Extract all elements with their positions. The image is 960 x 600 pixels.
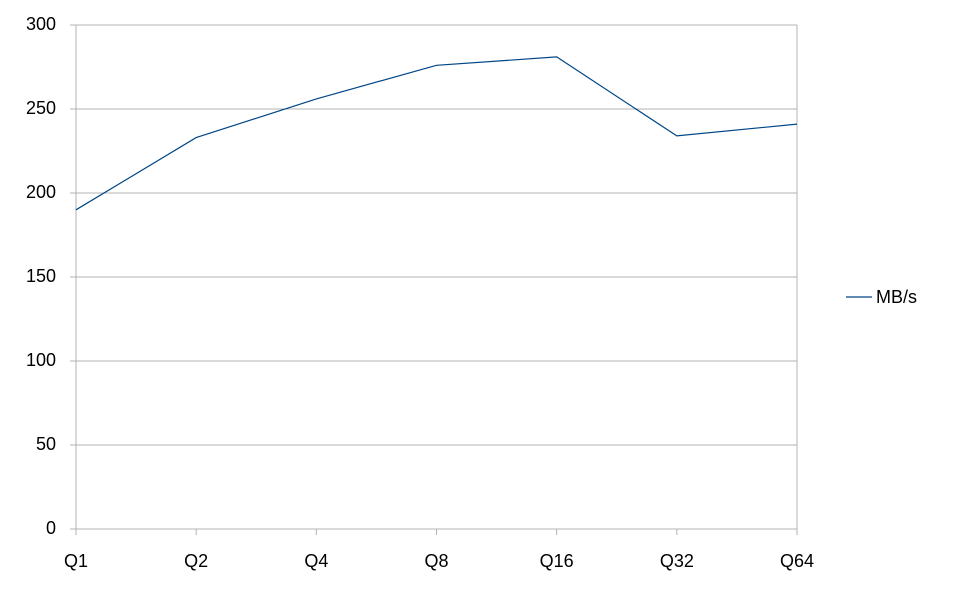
y-tick-label: 150	[26, 266, 56, 286]
y-tick-label: 50	[36, 434, 56, 454]
y-tick-label: 0	[46, 518, 56, 538]
legend-label: MB/s	[876, 287, 917, 307]
data-line	[75, 56, 798, 211]
x-tick-label: Q32	[660, 551, 694, 571]
y-tick-label: 200	[26, 182, 56, 202]
y-tick-label: 250	[26, 98, 56, 118]
x-tick-label: Q8	[424, 551, 448, 571]
x-tick-label: Q16	[540, 551, 574, 571]
y-tick-label: 100	[26, 350, 56, 370]
x-tick-label: Q4	[304, 551, 328, 571]
x-tick-label: Q2	[184, 551, 208, 571]
y-tick-label: 300	[26, 14, 56, 34]
x-tick-label: Q1	[64, 551, 88, 571]
x-tick-label: Q64	[780, 551, 814, 571]
